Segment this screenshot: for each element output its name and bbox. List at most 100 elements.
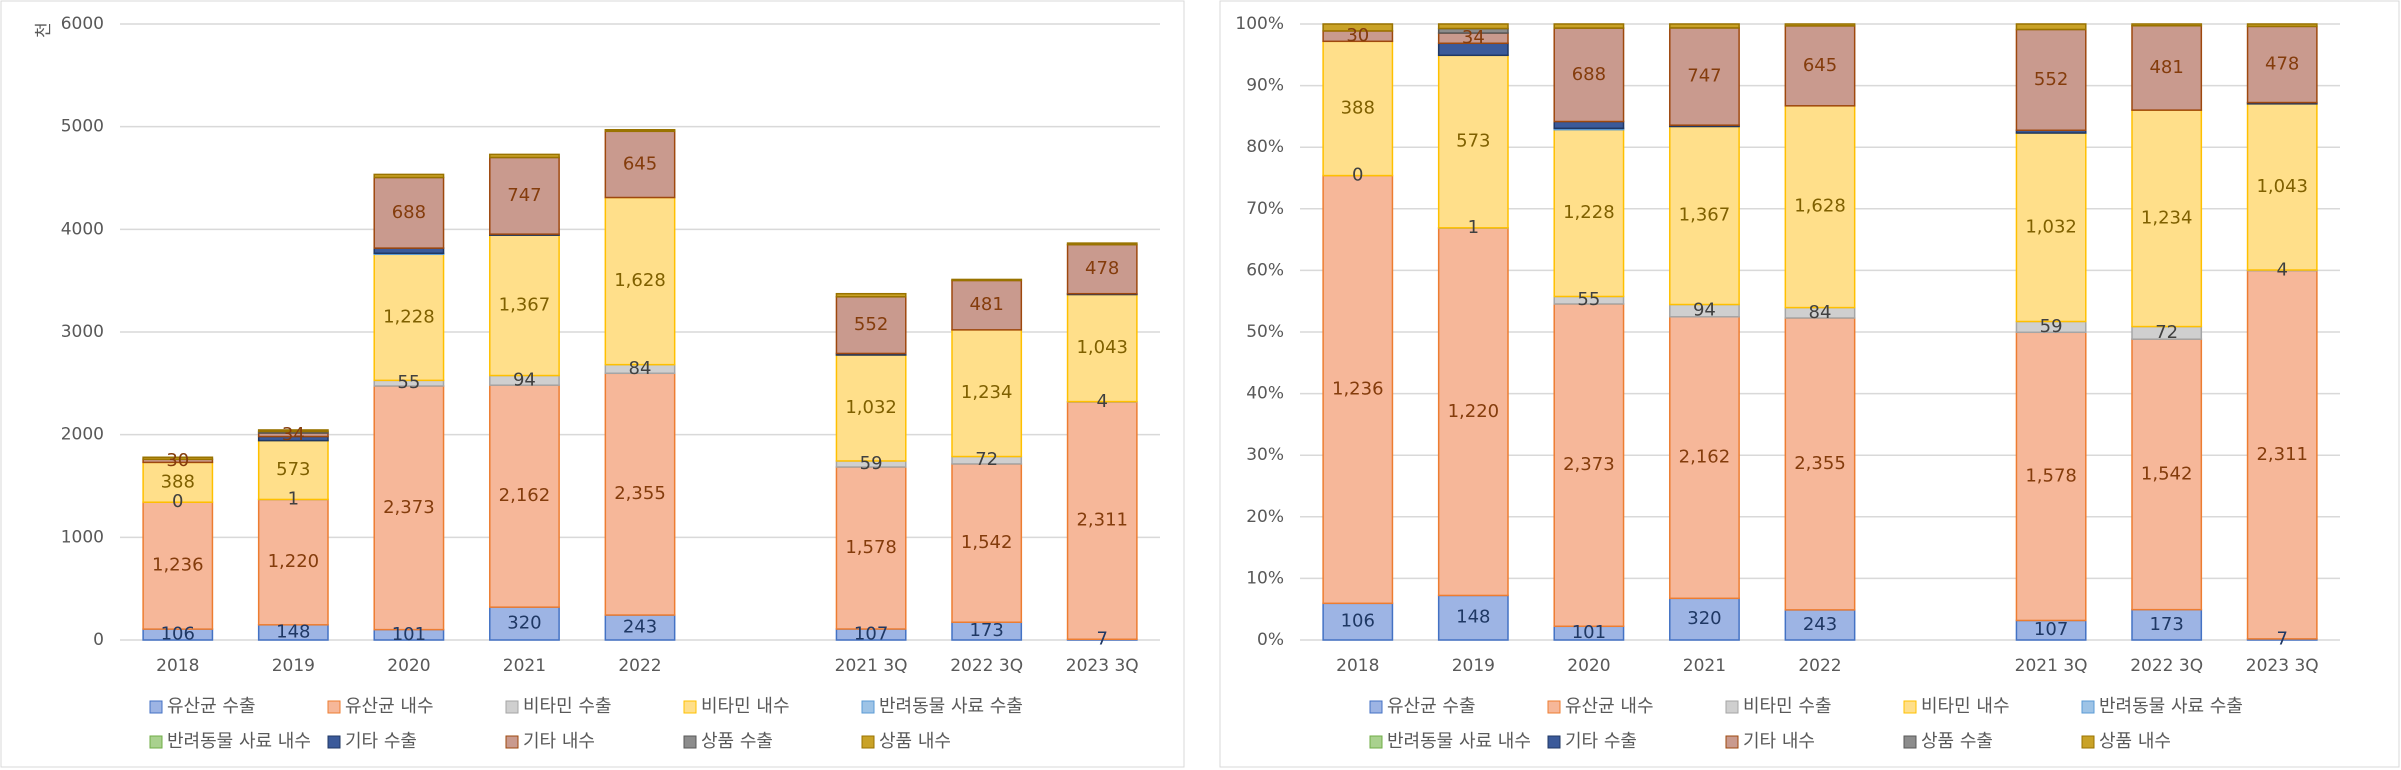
data-label: 645 <box>1803 55 1837 76</box>
legend-swatch <box>1369 700 1383 714</box>
legend-label: 반려동물 사료 수출 <box>879 696 1023 717</box>
bar-segment <box>2131 25 2203 111</box>
data-label: 688 <box>392 202 426 223</box>
legend-swatch <box>683 700 697 714</box>
legend-swatch <box>861 700 875 714</box>
legend-swatch <box>1725 700 1739 714</box>
legend-swatch <box>149 735 163 749</box>
data-label: 1,628 <box>1794 196 1846 217</box>
x-tick-label: 2022 <box>1798 656 1841 676</box>
data-label: 84 <box>1809 302 1832 323</box>
legend-swatch <box>1725 735 1739 749</box>
legend-swatch <box>327 735 341 749</box>
bar-segment <box>1437 23 1509 30</box>
y-tick-label: 90% <box>1246 76 1284 96</box>
legend-label: 상품 내수 <box>2099 731 2171 752</box>
data-label: 148 <box>1456 607 1490 628</box>
legend-swatch <box>1547 735 1561 749</box>
data-label: 59 <box>2040 316 2063 337</box>
data-label: 1,542 <box>961 532 1013 553</box>
bar-segment <box>373 253 445 382</box>
data-label: 747 <box>507 185 541 206</box>
bar-segment <box>142 501 214 630</box>
data-label: 1 <box>288 489 299 510</box>
bar-segment <box>835 296 907 355</box>
bar-segment <box>835 292 907 298</box>
bar-segment <box>1669 27 1740 126</box>
data-label: 148 <box>276 621 310 642</box>
x-tick-label: 2020 <box>1567 656 1610 676</box>
data-label: 59 <box>860 453 883 474</box>
legend-label: 상품 수출 <box>1921 731 1993 752</box>
bar-segment <box>604 372 676 616</box>
data-label: 552 <box>854 314 888 335</box>
legend-label: 비타민 내수 <box>1921 696 2010 717</box>
data-label: 72 <box>975 449 998 470</box>
y-tick-label: 30% <box>1246 445 1284 465</box>
y-tick-label: 5000 <box>61 117 104 137</box>
bar-segment <box>1437 594 1509 641</box>
bar-segment <box>1322 23 1394 32</box>
bar-segment <box>1553 303 1625 628</box>
data-label: 106 <box>1341 611 1375 632</box>
legend-label: 비타민 수출 <box>1743 696 1832 717</box>
data-label: 4 <box>1096 391 1107 412</box>
x-tick-label: 2021 <box>1683 656 1726 676</box>
data-label: 1,043 <box>2256 176 2308 197</box>
data-label: 2,311 <box>1076 510 1128 531</box>
data-label: 107 <box>2034 619 2068 640</box>
bar-segment <box>2246 269 2318 640</box>
y-tick-label: 50% <box>1246 322 1284 342</box>
legend-label: 기타 내수 <box>1743 731 1815 752</box>
bar-segment <box>1066 293 1138 403</box>
data-label: 1,032 <box>845 397 897 418</box>
data-label: 243 <box>1803 614 1837 635</box>
data-label: 30 <box>166 450 189 471</box>
legend-swatch <box>2081 700 2095 714</box>
y-tick-label: 3000 <box>61 322 104 342</box>
bar-segment <box>257 498 329 626</box>
data-label: 55 <box>397 372 420 393</box>
data-label: 573 <box>1456 131 1490 152</box>
bar-segment <box>1553 27 1625 123</box>
x-tick-label: 2018 <box>1336 656 1379 676</box>
bar-segment <box>1322 174 1394 605</box>
x-tick-label: 2019 <box>1452 656 1495 676</box>
bar-segment <box>1066 401 1138 641</box>
data-label: 388 <box>1341 97 1375 118</box>
bar-segment <box>142 461 214 503</box>
x-tick-label: 2023 3Q <box>2246 656 2319 676</box>
data-label: 72 <box>2155 322 2178 343</box>
data-label: 2,373 <box>383 497 435 518</box>
legend-label: 유산균 내수 <box>345 696 434 717</box>
data-label: 1,234 <box>961 382 1013 403</box>
data-label: 173 <box>969 620 1003 641</box>
bar-segment <box>1669 23 1740 29</box>
bar-segment <box>1784 317 1856 611</box>
legend-swatch <box>505 735 519 749</box>
x-tick-label: 2023 3Q <box>1066 656 1139 676</box>
y-tick-label: 6000 <box>61 14 104 34</box>
data-label: 243 <box>623 617 657 638</box>
bar-segment <box>2131 109 2203 328</box>
bar-segment <box>373 173 445 179</box>
data-label: 34 <box>1462 27 1485 48</box>
bar-segment <box>2246 23 2318 28</box>
legend-swatch <box>2081 735 2095 749</box>
data-label: 1,236 <box>1332 378 1384 399</box>
legend-label: 비타민 내수 <box>701 696 790 717</box>
bar-segment <box>2131 23 2203 27</box>
data-label: 1,032 <box>2025 216 2077 237</box>
legend-swatch <box>861 735 875 749</box>
data-label: 1,542 <box>2141 463 2193 484</box>
bar-segment <box>2246 25 2318 104</box>
bar-segment <box>835 466 907 630</box>
bar-segment <box>489 384 560 608</box>
bar-segment <box>604 196 676 366</box>
bar-segment <box>373 385 445 631</box>
legend-label: 기타 내수 <box>523 731 595 752</box>
data-label: 481 <box>969 294 1003 315</box>
data-label: 106 <box>161 624 195 645</box>
x-tick-label: 2018 <box>156 656 199 676</box>
